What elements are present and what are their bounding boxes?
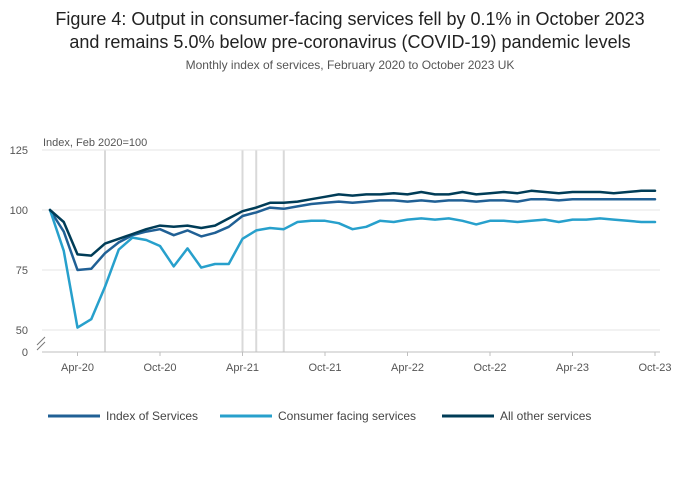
y-tick-label: 50 xyxy=(16,325,28,337)
axis-break-marker xyxy=(34,336,48,351)
series-line-consumer-facing-services xyxy=(48,208,657,329)
legend-item: Index of Services xyxy=(48,409,198,423)
gridlines xyxy=(42,149,660,353)
x-axis: Apr-20 Oct-20 Apr-21 Oct-21 Apr-22 Oct-22 Apr-… xyxy=(61,352,672,374)
y-axis: 0 50 75 100 125 xyxy=(10,145,48,359)
y-axis-label: Index, Feb 2020=100 xyxy=(43,137,147,149)
x-tick-label: Oct-23 xyxy=(638,362,671,374)
series-line-all-other-services xyxy=(48,189,657,257)
chart-subtitle: Monthly index of services, February 2020… xyxy=(185,58,515,72)
chart-title-line-1: Figure 4: Output in consumer-facing serv… xyxy=(55,9,645,29)
y-tick-label: 125 xyxy=(10,145,28,157)
legend-label: Index of Services xyxy=(106,409,198,423)
x-tick-label: Apr-20 xyxy=(61,362,94,374)
chart-title: Figure 4: Output in consumer-facing serv… xyxy=(0,8,700,54)
x-tick-label: Oct-20 xyxy=(143,362,176,374)
series-line-index-of-services xyxy=(48,197,657,272)
y-tick-label: 100 xyxy=(10,205,28,217)
legend: Index of Services Consumer facing service… xyxy=(48,409,591,423)
x-tick-label: Apr-23 xyxy=(556,362,589,374)
reference-lines xyxy=(104,150,285,352)
y-tick-label: 75 xyxy=(16,265,28,277)
chart-title-line-2: and remains 5.0% below pre-coronavirus (… xyxy=(69,32,631,52)
series-lines xyxy=(48,189,657,329)
legend-item: Consumer facing services xyxy=(220,409,416,423)
x-tick-label: Apr-22 xyxy=(391,362,424,374)
y-tick-label: 0 xyxy=(22,347,28,359)
legend-item: All other services xyxy=(442,409,591,423)
x-tick-label: Oct-21 xyxy=(308,362,341,374)
x-tick-label: Oct-22 xyxy=(473,362,506,374)
legend-label: Consumer facing services xyxy=(278,409,416,423)
legend-label: All other services xyxy=(500,409,591,423)
x-tick-label: Apr-21 xyxy=(226,362,259,374)
